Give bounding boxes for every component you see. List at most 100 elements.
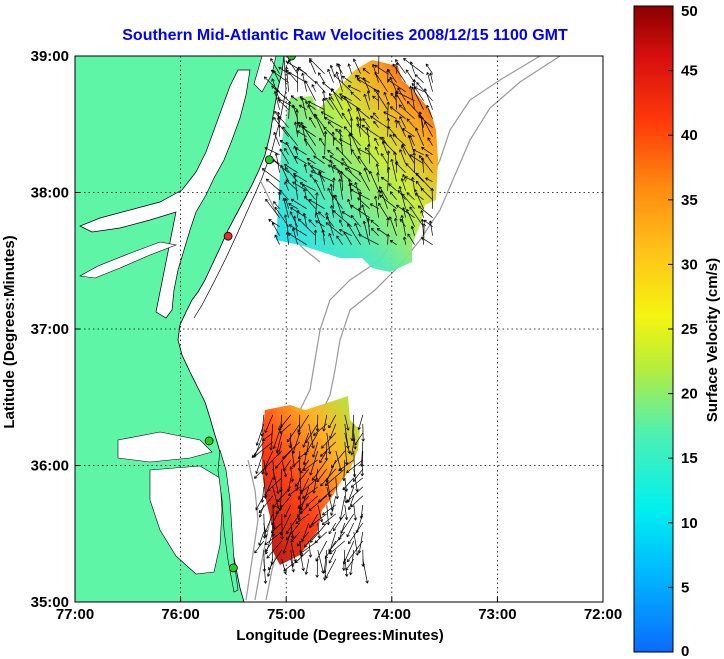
velocity-arrow <box>287 232 307 245</box>
velocity-arrow <box>380 190 388 209</box>
velocity-arrow <box>388 216 397 236</box>
velocity-arrow <box>296 209 300 218</box>
velocity-arrow <box>254 540 265 554</box>
velocity-arrow <box>370 115 388 128</box>
colorbar-tick-label: 15 <box>681 450 698 467</box>
velocity-arrow <box>306 158 316 164</box>
velocity-arrow <box>285 141 298 164</box>
velocity-arrow <box>395 91 406 110</box>
velocity-arrow <box>290 95 298 101</box>
velocity-arrow <box>337 63 343 83</box>
colorbar-tick-labels: 0 5 10 15 20 25 30 35 40 45 50 <box>668 3 698 659</box>
velocity-arrow <box>252 441 274 458</box>
velocity-arrow <box>290 558 295 573</box>
velocity-arrow <box>364 147 379 164</box>
velocity-arrow <box>343 126 361 146</box>
velocity-arrow <box>341 211 352 218</box>
velocity-arrow <box>350 204 370 218</box>
velocity-arrow <box>395 62 399 74</box>
velocity-arrow <box>347 495 355 511</box>
velocity-arrow <box>282 531 292 554</box>
velocity-arrow <box>317 504 324 523</box>
velocity-arrow <box>264 147 280 156</box>
colorbar-tick-label: 25 <box>681 321 698 338</box>
velocity-arrow <box>414 74 424 83</box>
velocity-arrow <box>312 441 319 458</box>
velocity-arrow <box>423 88 433 110</box>
velocity-arrow <box>289 459 301 470</box>
velocity-arrow <box>357 414 364 430</box>
velocity-arrow <box>409 61 415 74</box>
colorbar-tick-label: 5 <box>681 579 689 596</box>
velocity-arrow <box>374 137 379 146</box>
velocity-arrow <box>425 153 433 164</box>
velocity-arrow <box>394 217 398 227</box>
velocity-arrow <box>322 414 328 432</box>
velocity-arrow <box>350 441 355 456</box>
velocity-arrow <box>376 172 380 182</box>
velocity-arrow <box>295 513 310 525</box>
x-axis-label: Longitude (Degrees:Minutes) <box>236 627 444 644</box>
y-tick-labels: 39:00 38:00 37:00 36:00 35:00 <box>31 48 80 611</box>
velocity-arrow <box>274 152 280 173</box>
y-tick-label: 35:00 <box>31 594 69 611</box>
velocity-arrow <box>319 450 328 464</box>
velocity-arrow <box>292 432 301 454</box>
velocity-arrow <box>407 233 415 245</box>
velocity-arrow <box>406 208 415 227</box>
colorbar <box>633 5 674 653</box>
velocity-arrow <box>386 68 397 83</box>
velocity-arrow <box>402 207 406 218</box>
velocity-arrow <box>425 177 433 183</box>
velocity-arrow <box>340 162 361 174</box>
velocity-arrow <box>373 88 388 110</box>
velocity-arrow <box>321 97 326 119</box>
velocity-arrow <box>295 147 307 155</box>
velocity-arrow <box>415 180 424 191</box>
velocity-arrow <box>353 432 357 450</box>
velocity-arrow <box>258 504 265 518</box>
velocity-arrow <box>304 531 319 548</box>
velocity-arrow <box>291 104 298 119</box>
velocity-arrow <box>353 504 358 521</box>
velocity-arrow <box>358 233 379 246</box>
velocity-arrow <box>354 181 361 200</box>
velocity-arrow <box>328 92 334 101</box>
velocity-arrow <box>346 486 364 503</box>
velocity-arrow <box>402 128 415 137</box>
velocity-arrow <box>320 441 337 457</box>
velocity-arrow <box>399 149 406 164</box>
velocity-arrow <box>392 208 397 218</box>
velocity-arrow <box>299 477 319 495</box>
velocity-arrow <box>332 513 346 532</box>
albemarle-sound <box>117 431 213 463</box>
velocity-arrow <box>321 513 337 526</box>
velocity-arrow <box>282 197 289 218</box>
velocity-arrow <box>344 167 361 182</box>
station-marker <box>228 563 238 573</box>
velocity-arrow <box>398 185 406 209</box>
velocity-arrow <box>314 80 325 92</box>
velocity-arrow <box>347 223 361 245</box>
velocity-arrow <box>309 116 316 128</box>
velocity-arrow <box>321 432 337 449</box>
velocity-arrow <box>284 166 298 182</box>
velocity-arrow <box>284 504 292 518</box>
velocity-arrow <box>347 63 352 74</box>
velocity-arrow <box>420 218 425 236</box>
velocity-arrow <box>429 72 433 83</box>
velocity-arrow <box>363 93 370 110</box>
velocity-arrow <box>335 477 339 500</box>
velocity-arrow <box>356 123 370 137</box>
velocity-arrow <box>375 163 380 173</box>
velocity-arrow <box>309 513 319 529</box>
velocity-arrow <box>308 423 315 449</box>
velocity-arrow <box>272 468 280 495</box>
velocity-arrow <box>319 137 325 146</box>
velocity-arrow <box>370 227 379 236</box>
velocity-arrow <box>295 109 299 128</box>
colorbar-tick-label: 35 <box>681 192 698 209</box>
velocity-arrow <box>397 120 406 137</box>
velocity-arrow <box>285 513 301 535</box>
velocity-arrow <box>290 207 307 218</box>
